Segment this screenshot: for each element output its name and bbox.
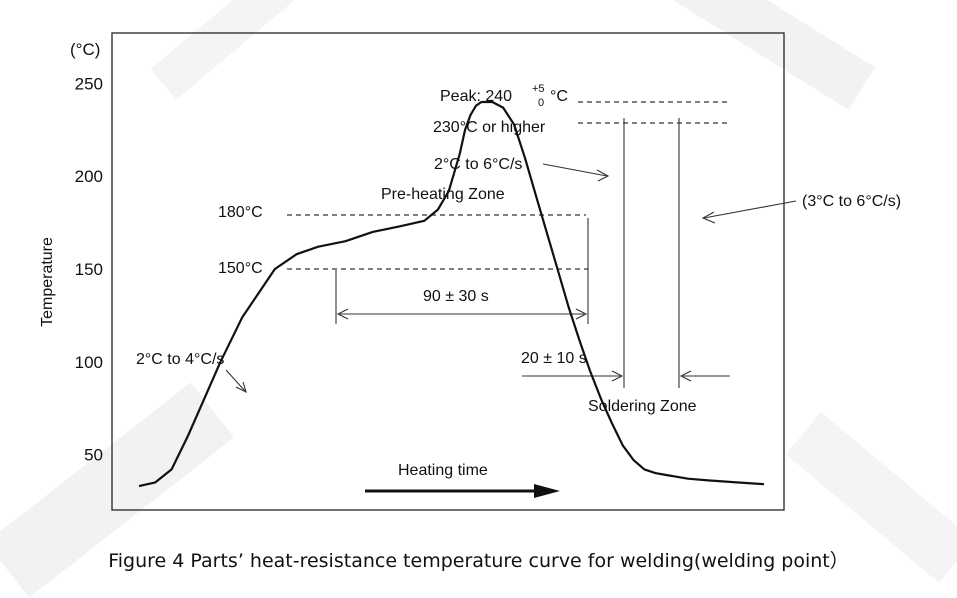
cooling-rate-pointer bbox=[703, 200, 797, 219]
vertical-markers bbox=[335, 118, 680, 388]
rise-rate-label: 2°C to 6°C/s bbox=[434, 156, 522, 173]
y-tick-label: 100 bbox=[75, 353, 103, 372]
annotation-pointers bbox=[225, 163, 797, 394]
arrow-head bbox=[235, 381, 247, 394]
above-230-label: 230°C or higher bbox=[433, 119, 546, 136]
y-axis-unit: (°C) bbox=[70, 40, 100, 59]
peak-label: Peak: 240 bbox=[440, 88, 512, 105]
duration-arrows bbox=[336, 308, 730, 382]
y-tick-label: 250 bbox=[75, 74, 103, 93]
y-tick-label: 200 bbox=[75, 167, 103, 186]
soldering-zone-label: Soldering Zone bbox=[588, 398, 697, 415]
temp-180-label: 180°C bbox=[218, 204, 263, 221]
peak-tolerance-minus: 0 bbox=[538, 97, 544, 109]
initial-rate-pointer bbox=[225, 369, 246, 392]
initial-rate-label: 2°C to 4°C/s bbox=[136, 351, 224, 368]
heating-time-arrow-head bbox=[534, 484, 560, 498]
arrow-head bbox=[336, 308, 349, 320]
y-axis-label: Temperature bbox=[39, 237, 56, 327]
plot-frame bbox=[111, 32, 785, 511]
rise-rate-pointer bbox=[542, 163, 608, 177]
arrow-head bbox=[701, 211, 716, 224]
heating-time-label: Heating time bbox=[398, 462, 488, 479]
peak-tolerance-plus: +5 bbox=[532, 83, 545, 95]
temp-150-label: 150°C bbox=[218, 260, 263, 277]
solder-time-label: 20 ± 10 s bbox=[521, 350, 587, 367]
preheat-time-label: 90 ± 30 s bbox=[423, 288, 489, 305]
reference-lines bbox=[287, 101, 730, 270]
series-line-temperature bbox=[138, 100, 765, 488]
figure-caption: Figure 4 Parts’ heat-resistance temperat… bbox=[108, 550, 849, 572]
arrow-head bbox=[575, 308, 588, 320]
arrow-head bbox=[596, 169, 610, 182]
y-axis-ticks: 50 100 150 200 250 bbox=[75, 74, 103, 464]
y-tick-label: 50 bbox=[84, 446, 103, 465]
arrow-head bbox=[611, 370, 624, 382]
cooling-rate-label: (3°C to 6°C/s) bbox=[802, 193, 901, 210]
arrow-head bbox=[679, 370, 692, 382]
y-tick-label: 150 bbox=[75, 260, 103, 279]
preheat-zone-label: Pre-heating Zone bbox=[381, 186, 505, 203]
peak-unit: °C bbox=[550, 88, 568, 105]
